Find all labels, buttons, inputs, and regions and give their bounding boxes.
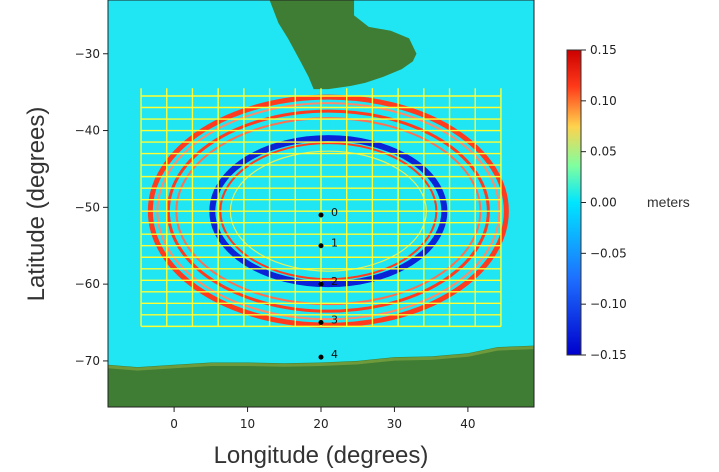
colorbar-tick-label-0: 0.15 — [590, 43, 617, 57]
station-0-label: 0 — [331, 206, 338, 219]
station-1-label: 1 — [331, 237, 338, 250]
x-tick-label-20: 20 — [313, 417, 328, 431]
station-4-label: 4 — [331, 348, 338, 361]
station-2-label: 2 — [331, 275, 338, 288]
x-tick-label-0: 0 — [170, 417, 178, 431]
colorbar-tick-label-5: −0.10 — [590, 297, 627, 311]
africa-landmass — [269, 0, 417, 90]
station-2-marker — [318, 281, 324, 287]
colorbar-tick-label-6: −0.15 — [590, 348, 627, 362]
station-3-marker — [318, 320, 324, 326]
y-tick-label--50: −50 — [75, 200, 100, 214]
antarctica-landmass — [108, 345, 534, 407]
colorbar-tick-label-1: 0.10 — [590, 94, 617, 108]
y-tick-label--60: −60 — [75, 277, 100, 291]
colorbar-label: meters — [647, 194, 690, 210]
y-tick-label--30: −30 — [75, 47, 100, 61]
station-1-marker — [318, 243, 324, 249]
y-tick-label--40: −40 — [75, 124, 100, 138]
x-tick-label-30: 30 — [387, 417, 402, 431]
station-0-marker — [318, 212, 324, 218]
y-tick-label--70: −70 — [75, 354, 100, 368]
colorbar-tick-label-4: −0.05 — [590, 246, 627, 260]
station-4-marker — [318, 354, 324, 360]
y-axis-label: Latitude (degrees) — [23, 107, 50, 302]
colorbar-tick-label-2: 0.05 — [590, 145, 617, 159]
colorbar-gradient — [566, 49, 582, 356]
colorbar-tick-label-3: 0.00 — [590, 196, 617, 210]
station-3-label: 3 — [331, 314, 338, 327]
colorbar: 0.15 0.10 0.05 0.00 −0.05 −0.10 −0.15 meters — [566, 43, 690, 362]
grid-box — [140, 88, 502, 328]
antarctica-coast — [108, 346, 534, 371]
x-axis-label: Longitude (degrees) — [214, 442, 429, 469]
x-tick-label-40: 40 — [460, 417, 475, 431]
x-tick-label-10: 10 — [240, 417, 255, 431]
